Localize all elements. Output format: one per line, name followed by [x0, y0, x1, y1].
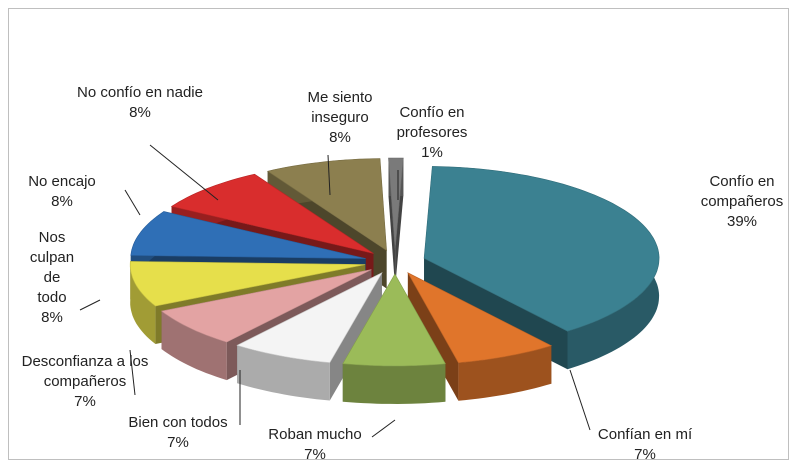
- value-label: 8%: [129, 104, 151, 121]
- slice: [407, 272, 553, 401]
- value-label: 7%: [74, 393, 96, 410]
- chart-frame: [8, 8, 789, 460]
- slice-side: [161, 311, 227, 381]
- leader-line: [327, 154, 331, 196]
- slice: [236, 272, 383, 401]
- category-label: Desconfianza a los compañeros: [21, 353, 149, 390]
- leader-line: [149, 144, 219, 201]
- slice-label: Roban mucho 7%: [240, 425, 390, 465]
- leader-line: [124, 189, 141, 216]
- slice-label: No encajo 8%: [17, 172, 107, 212]
- slice-label: Me siento inseguro 8%: [290, 88, 390, 148]
- category-label: Confío en compañeros: [700, 173, 784, 210]
- slice-side: [130, 261, 156, 344]
- slice-label: Confían en mí 7%: [575, 425, 715, 465]
- slice-label: No confío en nadie 8%: [75, 83, 205, 123]
- slice-side: [237, 345, 330, 401]
- slice-label: Desconfianza a los compañeros 7%: [10, 352, 160, 412]
- slice: [342, 273, 446, 404]
- slice-top: [266, 158, 387, 252]
- slice-label: Confío en profesores 1%: [382, 103, 482, 163]
- category-label: Me siento inseguro: [307, 89, 373, 126]
- value-label: 8%: [51, 193, 73, 210]
- slice: [388, 157, 404, 288]
- slice-top: [160, 269, 372, 343]
- slice-label: Confío en compañeros 39%: [680, 172, 799, 232]
- slice-side: [342, 363, 446, 404]
- slice-top: [130, 211, 366, 259]
- slice-label: Nos culpan de todo 8%: [27, 228, 77, 328]
- category-label: Roban mucho: [268, 426, 362, 443]
- slice-top: [388, 157, 404, 251]
- value-label: 39%: [726, 213, 758, 230]
- slice-top: [423, 166, 660, 332]
- value-label: 7%: [167, 434, 189, 451]
- category-label: Confío en profesores: [396, 104, 468, 141]
- value-label: 1%: [421, 144, 443, 161]
- leader-line: [371, 419, 396, 438]
- slice-top: [342, 273, 446, 367]
- value-label: 8%: [41, 309, 63, 326]
- category-label: No encajo: [28, 173, 96, 190]
- slice-top: [236, 272, 383, 363]
- category-label: Nos culpan de todo: [29, 229, 75, 306]
- leader-line: [129, 349, 136, 396]
- value-label: 7%: [304, 446, 326, 463]
- slice-top: [170, 173, 374, 254]
- category-label: Bien con todos: [128, 414, 228, 431]
- slice-label: Bien con todos 7%: [108, 413, 248, 453]
- leader-line: [79, 299, 101, 311]
- slice-face: [407, 272, 459, 401]
- category-label: No confío en nadie: [77, 84, 203, 101]
- category-label: Confían en mí: [597, 426, 693, 443]
- value-label: 8%: [329, 129, 351, 146]
- value-label: 7%: [634, 446, 656, 463]
- slice-top: [407, 272, 553, 364]
- slice-top: [129, 261, 366, 307]
- leader-line: [569, 369, 591, 431]
- slice-side: [458, 345, 552, 401]
